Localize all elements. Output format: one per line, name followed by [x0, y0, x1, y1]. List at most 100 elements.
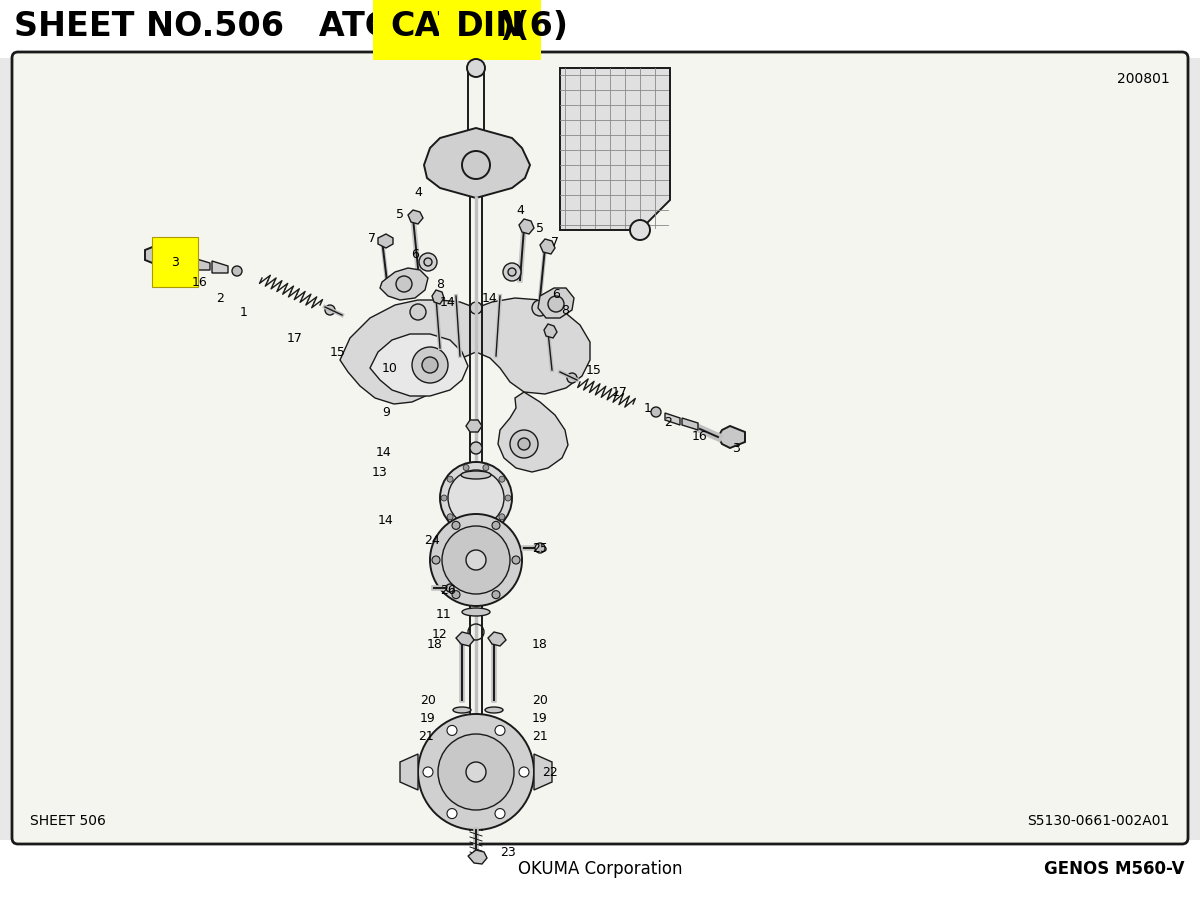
Text: 16: 16 [692, 429, 708, 443]
Polygon shape [682, 418, 698, 430]
Circle shape [463, 526, 469, 531]
Ellipse shape [454, 723, 470, 729]
Polygon shape [718, 426, 745, 448]
Text: 21: 21 [532, 730, 548, 742]
Text: 15: 15 [586, 364, 602, 376]
Text: 7: 7 [551, 235, 559, 248]
Polygon shape [190, 257, 210, 270]
Text: 16: 16 [192, 275, 208, 289]
Text: GENOS M560-V: GENOS M560-V [1044, 860, 1186, 878]
Polygon shape [370, 334, 468, 396]
Circle shape [568, 373, 577, 383]
Circle shape [446, 584, 454, 592]
Text: DIN: DIN [456, 10, 524, 43]
Text: 4: 4 [414, 186, 422, 198]
Polygon shape [534, 754, 552, 790]
Polygon shape [408, 210, 424, 224]
Text: 23: 23 [500, 845, 516, 859]
Text: 19: 19 [532, 712, 548, 724]
Text: 7: 7 [368, 232, 376, 244]
Circle shape [650, 407, 661, 417]
Circle shape [499, 514, 505, 520]
Text: 14: 14 [378, 513, 394, 527]
Circle shape [442, 495, 446, 501]
Polygon shape [498, 392, 568, 472]
Text: 6: 6 [552, 289, 560, 301]
Text: CAT: CAT [390, 10, 461, 43]
Circle shape [492, 521, 500, 529]
Circle shape [503, 263, 521, 281]
Circle shape [518, 438, 530, 450]
Text: 2: 2 [216, 291, 224, 305]
Circle shape [418, 714, 534, 830]
Text: 19: 19 [420, 712, 436, 724]
Circle shape [232, 266, 242, 276]
Text: 18: 18 [532, 638, 548, 650]
Circle shape [532, 300, 548, 316]
Text: 12: 12 [432, 628, 448, 640]
Text: 10: 10 [382, 362, 398, 374]
Ellipse shape [461, 518, 491, 526]
Circle shape [499, 476, 505, 483]
Circle shape [496, 808, 505, 819]
Text: OKUMA Corporation: OKUMA Corporation [517, 860, 683, 878]
Polygon shape [520, 219, 534, 234]
Text: 8: 8 [436, 279, 444, 291]
Polygon shape [380, 268, 428, 300]
Circle shape [510, 430, 538, 458]
Text: 21: 21 [418, 730, 434, 742]
Circle shape [325, 305, 335, 315]
Ellipse shape [461, 471, 491, 479]
Circle shape [440, 462, 512, 534]
Text: 200801: 200801 [1117, 72, 1170, 86]
Text: 1: 1 [240, 306, 248, 318]
Text: 20: 20 [420, 694, 436, 706]
Polygon shape [560, 68, 670, 230]
Text: 13: 13 [372, 465, 388, 478]
Polygon shape [432, 290, 444, 304]
Text: )(6): )(6) [499, 10, 568, 43]
Circle shape [466, 762, 486, 782]
Polygon shape [456, 632, 474, 646]
Ellipse shape [485, 723, 503, 729]
Circle shape [446, 808, 457, 819]
Polygon shape [468, 850, 487, 864]
Circle shape [466, 550, 486, 570]
Text: 8: 8 [562, 303, 569, 317]
Circle shape [432, 556, 440, 564]
Ellipse shape [454, 707, 470, 713]
Text: 5: 5 [536, 222, 544, 235]
Text: 6: 6 [412, 248, 419, 262]
Text: 14: 14 [482, 291, 498, 305]
Circle shape [462, 151, 490, 179]
Text: 18: 18 [427, 638, 443, 650]
Circle shape [470, 302, 482, 314]
Circle shape [452, 591, 460, 599]
Circle shape [430, 514, 522, 606]
Ellipse shape [485, 707, 503, 713]
Polygon shape [145, 244, 172, 266]
Polygon shape [378, 234, 394, 248]
Text: 20: 20 [532, 694, 548, 706]
Ellipse shape [454, 739, 470, 745]
Polygon shape [540, 239, 554, 254]
Text: 4: 4 [516, 204, 524, 216]
Text: 3: 3 [172, 255, 179, 269]
Circle shape [512, 556, 520, 564]
Circle shape [410, 304, 426, 320]
Text: 2: 2 [664, 416, 672, 428]
Text: 9: 9 [382, 406, 390, 419]
Circle shape [422, 357, 438, 373]
Circle shape [494, 725, 505, 735]
Circle shape [505, 495, 511, 501]
Polygon shape [424, 128, 530, 198]
Bar [0, 0, 1200, 58]
Circle shape [424, 258, 432, 266]
Polygon shape [665, 413, 680, 425]
Circle shape [448, 476, 454, 483]
Text: 3: 3 [732, 441, 740, 455]
Text: 22: 22 [542, 766, 558, 778]
Circle shape [419, 253, 437, 271]
Polygon shape [466, 420, 482, 432]
Circle shape [442, 526, 510, 594]
